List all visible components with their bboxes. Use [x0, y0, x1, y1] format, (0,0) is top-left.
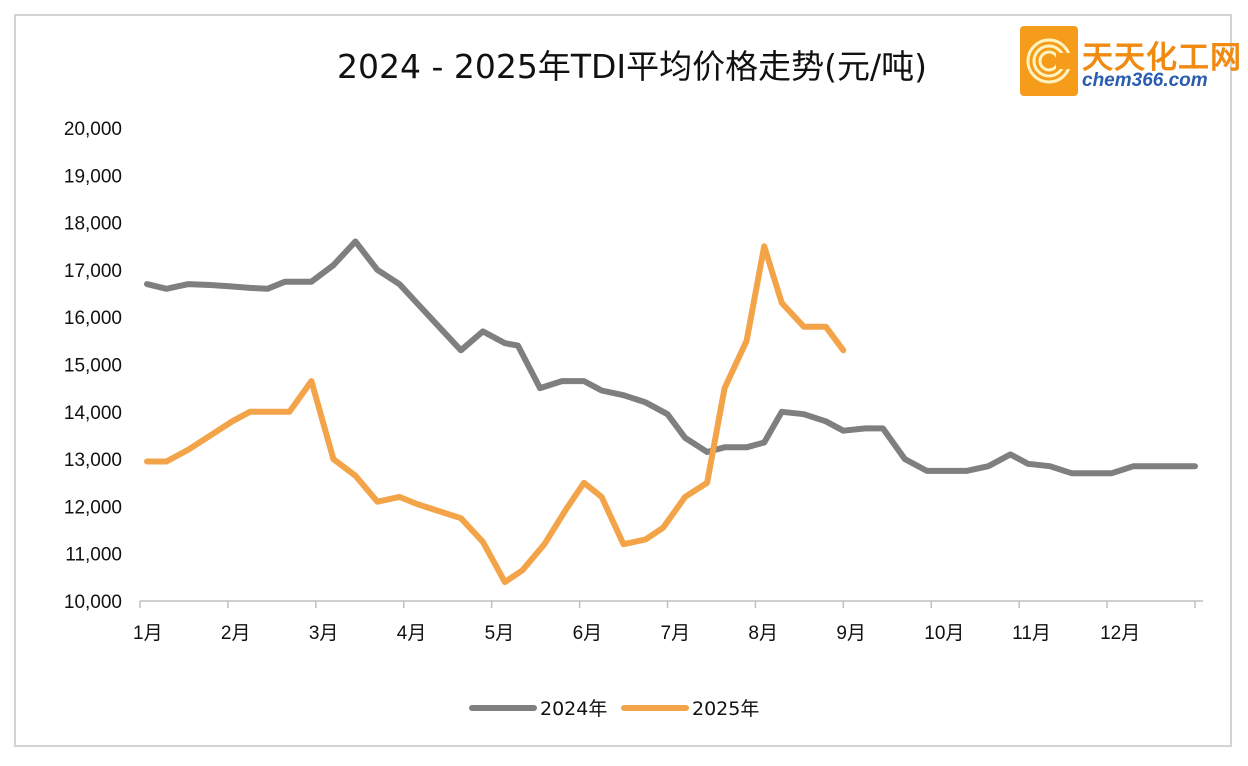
- x-tick-label: 4月: [397, 623, 427, 644]
- legend: 2024年 2025年: [469, 698, 759, 720]
- logo-c-mark-icon: [1020, 26, 1078, 96]
- chart-frame: [14, 14, 1232, 747]
- y-tick-label: 20,000: [64, 119, 122, 140]
- chart-title: 2024 - 2025年TDI平均价格走势(元/吨): [337, 47, 927, 86]
- y-tick-label: 16,000: [64, 308, 122, 329]
- series-line-2: [144, 243, 847, 586]
- y-tick-label: 14,000: [64, 403, 122, 424]
- y-tick-label: 12,000: [64, 497, 122, 518]
- y-tick-label: 11,000: [65, 545, 122, 566]
- legend-label: 2024年: [540, 698, 607, 720]
- x-tick-label: 5月: [485, 623, 515, 644]
- x-tick-label: 2月: [221, 623, 251, 644]
- x-tick-label: 6月: [573, 623, 603, 644]
- y-tick-label: 19,000: [64, 166, 122, 187]
- x-tick-label: 10月: [924, 623, 964, 644]
- logo: 天天化工网 chem366.com: [1020, 26, 1241, 98]
- series-layer: [144, 238, 1198, 586]
- x-tick-label: 12月: [1100, 623, 1140, 644]
- series-line-1: [144, 238, 1198, 477]
- x-tick-label: 3月: [309, 623, 339, 644]
- x-tick-label: 7月: [661, 623, 691, 644]
- x-tick-label: 11月: [1012, 623, 1051, 644]
- y-axis: 10,000 11,000 12,000 13,000 14,000 15,000 16,0…: [64, 119, 122, 613]
- legend-label: 2025年: [692, 698, 759, 720]
- x-axis: 1月 2月 3月 4月 5月 6月 7月 8月 9月 10月 11月 12月: [133, 600, 1203, 644]
- logo-chinese-text: 天天化工网: [1082, 40, 1242, 76]
- x-tick-label: 1月: [133, 623, 163, 644]
- x-tick-label: 8月: [748, 623, 778, 644]
- x-tick-label: 9月: [836, 623, 866, 644]
- y-tick-label: 17,000: [64, 261, 122, 282]
- logo-domain-text: chem366.com: [1082, 70, 1208, 91]
- y-tick-label: 15,000: [64, 356, 122, 377]
- y-tick-label: 13,000: [64, 450, 122, 471]
- y-tick-label: 10,000: [64, 592, 122, 613]
- y-tick-label: 18,000: [64, 214, 122, 235]
